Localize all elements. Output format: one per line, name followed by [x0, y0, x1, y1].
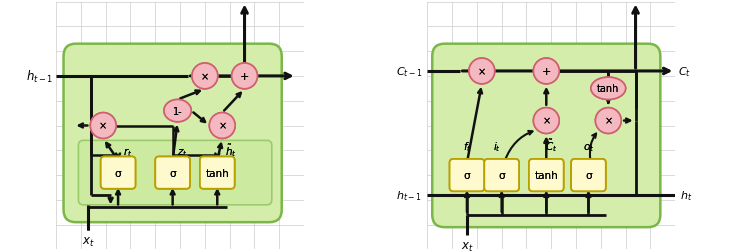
- Text: $o_t$: $o_t$: [583, 141, 594, 153]
- Text: $C_{t-1}$: $C_{t-1}$: [395, 65, 423, 79]
- Text: ×: ×: [201, 72, 209, 82]
- FancyBboxPatch shape: [200, 157, 234, 189]
- FancyBboxPatch shape: [200, 157, 234, 189]
- Text: σ: σ: [115, 168, 121, 178]
- Text: +: +: [240, 72, 249, 82]
- Text: $C_t$: $C_t$: [678, 65, 691, 79]
- Text: ×: ×: [542, 116, 551, 126]
- Text: σ: σ: [585, 170, 592, 180]
- Circle shape: [534, 108, 559, 134]
- Text: $z_t$: $z_t$: [177, 146, 188, 158]
- Circle shape: [192, 64, 218, 89]
- Text: σ: σ: [498, 170, 505, 180]
- Circle shape: [595, 108, 621, 134]
- Text: $r_t$: $r_t$: [123, 145, 133, 158]
- Text: tanh: tanh: [534, 170, 558, 180]
- FancyBboxPatch shape: [155, 157, 190, 189]
- Text: $x_t$: $x_t$: [82, 235, 95, 248]
- Circle shape: [534, 59, 559, 84]
- Text: tanh: tanh: [597, 84, 620, 94]
- Circle shape: [209, 113, 235, 139]
- Text: σ: σ: [169, 168, 176, 178]
- Ellipse shape: [164, 100, 191, 122]
- Circle shape: [469, 59, 495, 84]
- Circle shape: [534, 59, 559, 84]
- Text: ×: ×: [99, 121, 107, 131]
- Text: 1-: 1-: [173, 106, 182, 116]
- Text: $o_t$: $o_t$: [583, 141, 594, 153]
- Ellipse shape: [591, 78, 625, 100]
- Ellipse shape: [164, 100, 191, 122]
- Text: ×: ×: [99, 121, 107, 131]
- Circle shape: [192, 64, 218, 89]
- Text: tanh: tanh: [205, 168, 229, 178]
- FancyBboxPatch shape: [484, 159, 519, 192]
- Circle shape: [232, 64, 257, 89]
- FancyBboxPatch shape: [155, 157, 190, 189]
- FancyBboxPatch shape: [63, 45, 282, 222]
- Text: σ: σ: [498, 170, 505, 180]
- Text: $\tilde{h}_t$: $\tilde{h}_t$: [225, 141, 237, 158]
- Text: $h_{t-1}$: $h_{t-1}$: [26, 69, 54, 85]
- Circle shape: [209, 113, 235, 139]
- FancyBboxPatch shape: [101, 157, 135, 189]
- Text: 1-: 1-: [173, 106, 182, 116]
- Text: tanh: tanh: [534, 170, 558, 180]
- Circle shape: [90, 113, 116, 139]
- Text: σ: σ: [585, 170, 592, 180]
- Text: +: +: [542, 67, 551, 77]
- Text: $h_t$: $h_t$: [680, 188, 692, 202]
- Text: σ: σ: [464, 170, 470, 180]
- Text: ×: ×: [542, 116, 551, 126]
- Circle shape: [232, 64, 257, 89]
- Text: tanh: tanh: [205, 168, 229, 178]
- Text: ×: ×: [201, 72, 209, 82]
- Text: $h_{t-1}$: $h_{t-1}$: [396, 188, 423, 202]
- FancyBboxPatch shape: [529, 159, 564, 192]
- FancyBboxPatch shape: [484, 159, 519, 192]
- Circle shape: [595, 108, 621, 134]
- Circle shape: [534, 108, 559, 134]
- FancyBboxPatch shape: [101, 157, 135, 189]
- FancyBboxPatch shape: [450, 159, 484, 192]
- Text: $x_t$: $x_t$: [461, 240, 473, 252]
- FancyBboxPatch shape: [432, 45, 660, 227]
- FancyBboxPatch shape: [79, 141, 272, 205]
- Text: $\tilde{C}_t$: $\tilde{C}_t$: [545, 136, 557, 153]
- FancyBboxPatch shape: [529, 159, 564, 192]
- Text: +: +: [542, 67, 551, 77]
- FancyBboxPatch shape: [571, 159, 606, 192]
- FancyBboxPatch shape: [571, 159, 606, 192]
- Text: ×: ×: [218, 121, 226, 131]
- Text: $i_t$: $i_t$: [492, 139, 501, 153]
- Circle shape: [90, 113, 116, 139]
- FancyBboxPatch shape: [450, 159, 484, 192]
- Text: ×: ×: [604, 116, 612, 126]
- Text: +: +: [240, 72, 249, 82]
- Text: ×: ×: [478, 67, 486, 77]
- Text: σ: σ: [169, 168, 176, 178]
- Text: $\tilde{h}_t$: $\tilde{h}_t$: [225, 141, 237, 158]
- Text: $\tilde{C}_t$: $\tilde{C}_t$: [545, 136, 557, 153]
- Text: ×: ×: [478, 67, 486, 77]
- Ellipse shape: [591, 78, 625, 100]
- Text: ×: ×: [218, 121, 226, 131]
- Text: $z_t$: $z_t$: [177, 146, 188, 158]
- Text: σ: σ: [464, 170, 470, 180]
- Text: tanh: tanh: [597, 84, 620, 94]
- Text: $f_t$: $f_t$: [462, 139, 471, 153]
- Circle shape: [469, 59, 495, 84]
- Text: $f_t$: $f_t$: [462, 139, 471, 153]
- Text: $r_t$: $r_t$: [123, 145, 133, 158]
- Text: $i_t$: $i_t$: [492, 139, 501, 153]
- Text: ×: ×: [604, 116, 612, 126]
- Text: σ: σ: [115, 168, 121, 178]
